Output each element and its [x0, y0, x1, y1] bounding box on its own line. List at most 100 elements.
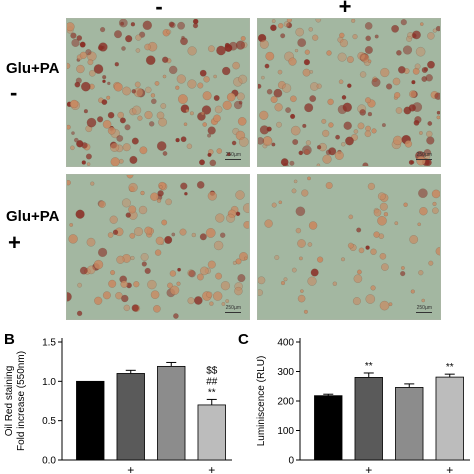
cell: [261, 75, 265, 80]
cell: [402, 45, 413, 55]
scale-bar: 250µm: [225, 305, 241, 311]
cell: [144, 226, 153, 235]
cell: [80, 81, 91, 92]
cell: [351, 19, 356, 23]
cell: [160, 103, 167, 109]
cell: [395, 107, 403, 114]
cell: [305, 140, 312, 146]
cell: [379, 252, 387, 260]
y-tick-label: 1.0: [42, 377, 56, 388]
cell: [128, 205, 137, 214]
cell: [337, 104, 347, 115]
cell: [406, 35, 413, 42]
cell: [370, 248, 377, 256]
cell: [421, 76, 428, 82]
y-tick-label: 0: [288, 456, 294, 467]
cell: [81, 160, 87, 165]
cell: [432, 28, 437, 33]
cell: [362, 162, 369, 166]
cell: [339, 38, 349, 48]
cell: [147, 279, 157, 290]
cell: [150, 93, 156, 98]
cell: [70, 32, 77, 39]
cell: [75, 209, 85, 219]
cell: [121, 46, 126, 51]
cell: [264, 219, 273, 228]
cell: [186, 143, 193, 150]
cell: [346, 55, 354, 64]
cell: [431, 189, 440, 199]
cell: [364, 97, 372, 104]
cell: [216, 148, 223, 154]
cell: [377, 192, 386, 201]
cell: [392, 135, 403, 146]
cell: [161, 56, 169, 64]
cell: [209, 301, 214, 306]
cell: [352, 297, 361, 306]
cell: [400, 270, 406, 277]
cell: [304, 103, 314, 113]
cell: [148, 121, 155, 127]
cell: [345, 136, 354, 146]
cell: [278, 200, 283, 205]
cell: [68, 234, 78, 244]
cell: [285, 107, 292, 114]
cell: [158, 117, 168, 127]
y-tick-label: 1.5: [42, 338, 56, 349]
cell: [156, 141, 167, 151]
cell: [158, 185, 163, 189]
cell: [116, 134, 124, 142]
cell: [236, 92, 245, 101]
cell: [235, 211, 241, 217]
cell: [184, 191, 188, 196]
cell: [109, 142, 120, 152]
significance-mark: **: [446, 362, 454, 373]
cell: [122, 86, 132, 96]
cell: [232, 260, 237, 265]
cell: [67, 124, 71, 130]
cell: [144, 110, 153, 120]
cell: [341, 95, 347, 100]
scale-bar: 250µm: [416, 152, 432, 158]
cell: [359, 71, 367, 78]
cell: [196, 181, 205, 189]
cell: [150, 192, 159, 201]
column-header-minus: -: [155, 0, 163, 19]
cell: [237, 117, 247, 126]
cell: [120, 21, 125, 26]
cell: [75, 77, 82, 84]
cell: [410, 160, 415, 165]
cell: [67, 22, 75, 32]
cell: [328, 122, 334, 128]
cell: [400, 266, 405, 270]
cell: [356, 227, 362, 233]
cell: [125, 212, 132, 218]
cell: [107, 81, 111, 86]
cell: [403, 202, 408, 207]
cell: [332, 281, 338, 286]
cell: [316, 144, 322, 150]
cell: [98, 200, 106, 208]
cell: [81, 142, 88, 149]
cell: [307, 242, 313, 247]
cell: [394, 91, 401, 99]
cell: [326, 50, 332, 56]
bar: [76, 380, 105, 461]
cell: [308, 221, 318, 230]
cell: [117, 111, 125, 119]
cell: [274, 103, 283, 112]
cell: [196, 273, 204, 281]
cell: [109, 215, 118, 224]
cell: [394, 221, 399, 226]
cell: [157, 190, 164, 197]
cell: [297, 294, 306, 303]
cell: [185, 108, 189, 113]
cell: [73, 137, 79, 143]
micrograph-top-left: 250µm: [66, 18, 250, 167]
bar: [354, 377, 383, 461]
cell: [113, 82, 123, 92]
cell: [110, 270, 116, 276]
cell: [258, 83, 262, 89]
cell: [411, 80, 416, 85]
cell: [356, 269, 362, 275]
